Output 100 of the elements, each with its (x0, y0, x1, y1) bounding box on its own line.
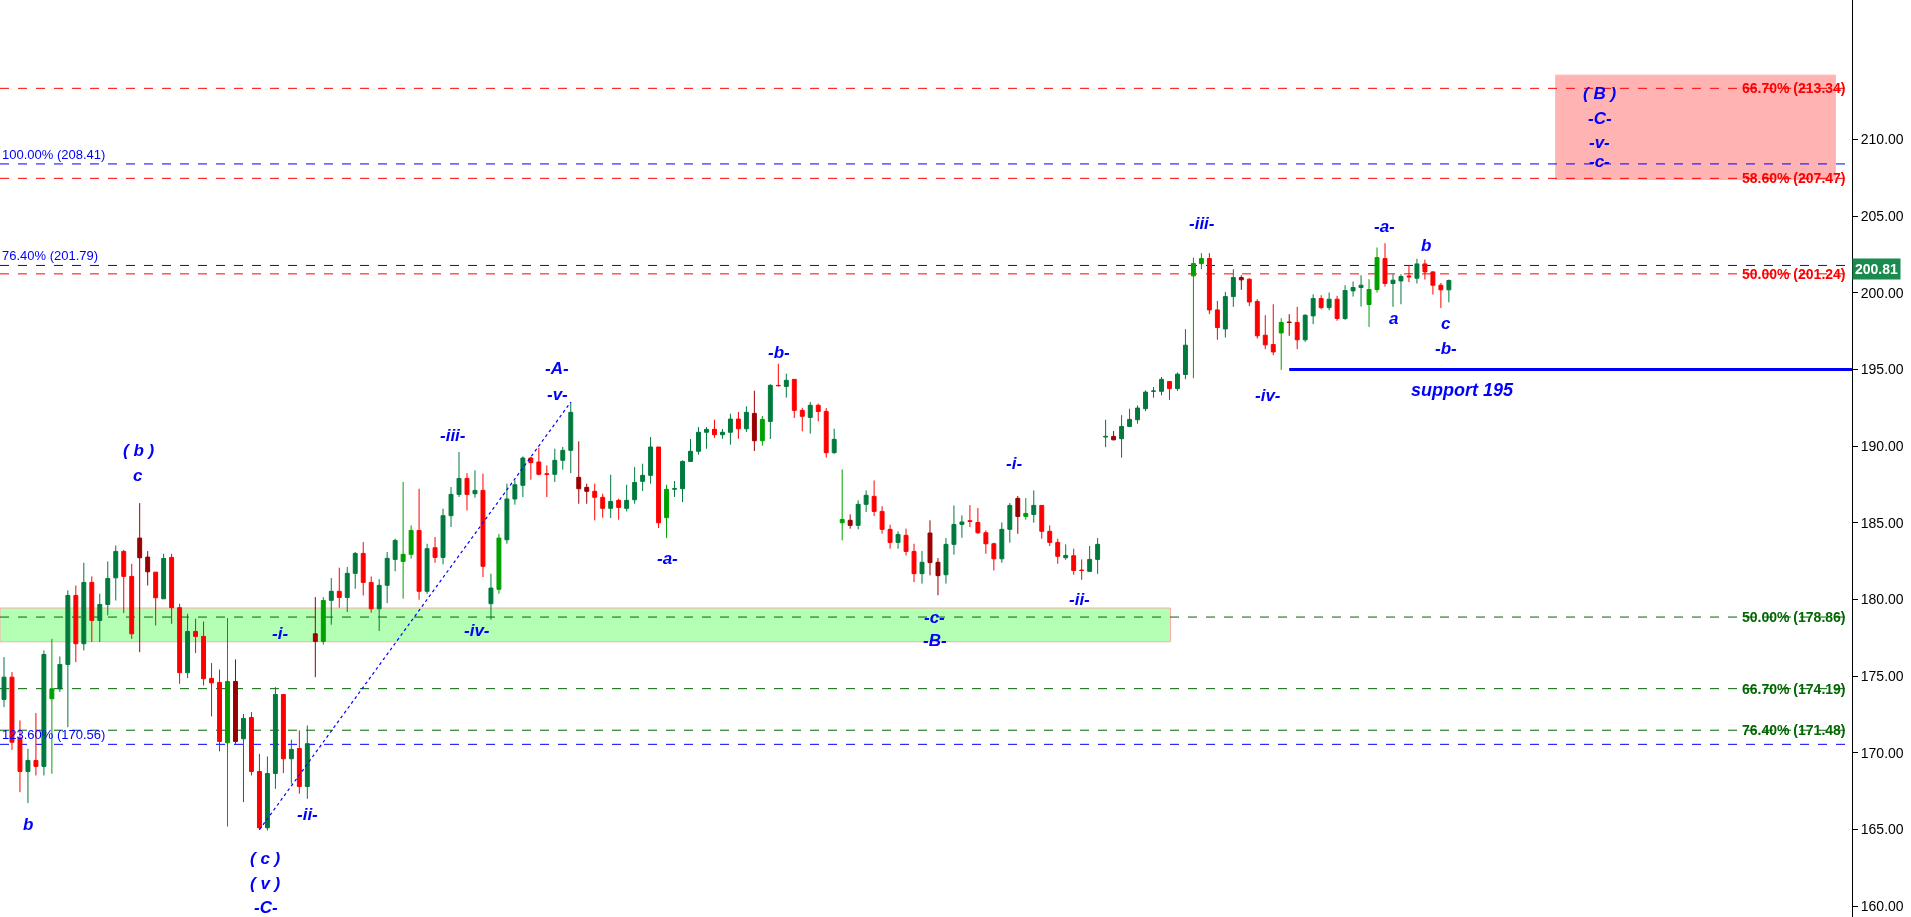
y-tick-label: 200.00 (1860, 284, 1904, 301)
candlestick (704, 426, 709, 450)
y-tick-label: 195.00 (1860, 361, 1904, 378)
candlestick (360, 541, 366, 596)
candlestick (1238, 274, 1244, 291)
annotation: -B- (923, 631, 947, 650)
candlestick (1278, 317, 1284, 371)
candlestick (73, 584, 79, 663)
candlestick (1047, 524, 1053, 547)
annotation: -c- (924, 608, 946, 627)
candlestick (1175, 371, 1180, 392)
candlestick (1318, 294, 1324, 310)
candlestick (424, 543, 430, 595)
ref-line-label: 76.40% (171.48) (1742, 722, 1846, 738)
candlestick (392, 538, 398, 572)
candlestick (895, 530, 901, 550)
candlestick (767, 383, 773, 440)
ref-line-label: 50.00% (178.86) (1742, 609, 1846, 625)
candlestick (831, 428, 837, 455)
candlestick (1039, 504, 1045, 540)
candlestick (169, 553, 175, 625)
candlestick (1246, 277, 1252, 307)
y-tick-label: 170.00 (1860, 744, 1904, 761)
candlestick (1230, 268, 1236, 308)
candlestick (1167, 380, 1172, 401)
candlestick (1262, 314, 1268, 350)
candlestick (161, 553, 167, 600)
candlestick (57, 655, 63, 693)
candlestick (568, 401, 574, 474)
annotation: b (1421, 236, 1432, 255)
candlestick (520, 455, 526, 498)
annotation: -a- (657, 549, 679, 568)
annotation: -a- (1374, 217, 1396, 236)
candlestick (648, 436, 654, 485)
candlestick (975, 507, 981, 535)
candlestick (1111, 430, 1117, 441)
candlestick (456, 451, 462, 498)
candlestick (121, 549, 127, 614)
annotation: ( b ) (123, 441, 155, 460)
candlestick (1438, 282, 1444, 309)
candlestick (25, 748, 31, 804)
candlestick (65, 589, 71, 728)
candlestick (1182, 328, 1188, 380)
candlestick (185, 613, 191, 679)
candlestick (552, 448, 558, 483)
candlestick (592, 483, 598, 521)
candlestick (256, 753, 262, 831)
candlestick (1079, 558, 1085, 581)
candlestick (1254, 298, 1260, 340)
candlestick (680, 459, 685, 503)
candlestick (408, 524, 414, 560)
candlestick (1071, 548, 1077, 576)
candlestick (656, 446, 662, 529)
candlestick (775, 363, 781, 387)
candlestick (672, 480, 677, 498)
candlestick (432, 536, 438, 564)
candlestick (560, 446, 566, 471)
ref-line-label: 66.70% (213.34) (1742, 80, 1846, 96)
candlestick (735, 411, 741, 440)
candlestick (1390, 273, 1396, 308)
candlestick (839, 468, 845, 541)
candlestick (536, 447, 542, 476)
candlestick (201, 621, 207, 686)
candlestick (1023, 497, 1029, 521)
candlestick (304, 724, 310, 800)
candlestick (847, 513, 853, 530)
candlestick (688, 438, 693, 463)
ref-line-label: 50.00% (201.24) (1742, 266, 1846, 282)
candlestick (1159, 376, 1164, 396)
candlestick (1302, 313, 1308, 343)
candlestick (153, 571, 159, 626)
annotation: ( B ) (1583, 84, 1617, 103)
candlestick (1127, 408, 1133, 428)
annotation: -b- (1435, 339, 1458, 358)
candlestick (352, 551, 358, 590)
candlestick (416, 488, 422, 601)
candlestick (791, 378, 797, 419)
annotation: c (133, 466, 143, 485)
candlestick (712, 419, 717, 439)
candlestick (1190, 257, 1196, 379)
candlestick (336, 567, 342, 609)
candlestick (1286, 313, 1292, 337)
candlestick (1446, 279, 1452, 303)
annotation: -ii- (1069, 590, 1091, 609)
annotation: -v- (1589, 133, 1611, 152)
candlestick (105, 560, 111, 616)
candlestick (440, 508, 446, 565)
y-tick-label: 185.00 (1860, 514, 1904, 531)
candlestick (1374, 247, 1380, 294)
candlestick (1119, 414, 1125, 459)
candlestick (544, 464, 550, 498)
candlestick (1222, 291, 1228, 339)
candlestick (632, 466, 638, 505)
annotation: -C- (1588, 109, 1612, 128)
annotation: a (1389, 309, 1399, 328)
annotation: -b- (768, 343, 791, 362)
candlestick (823, 407, 829, 459)
candlestick (448, 486, 454, 528)
candlestick (600, 493, 606, 519)
candlestick (1294, 306, 1300, 350)
